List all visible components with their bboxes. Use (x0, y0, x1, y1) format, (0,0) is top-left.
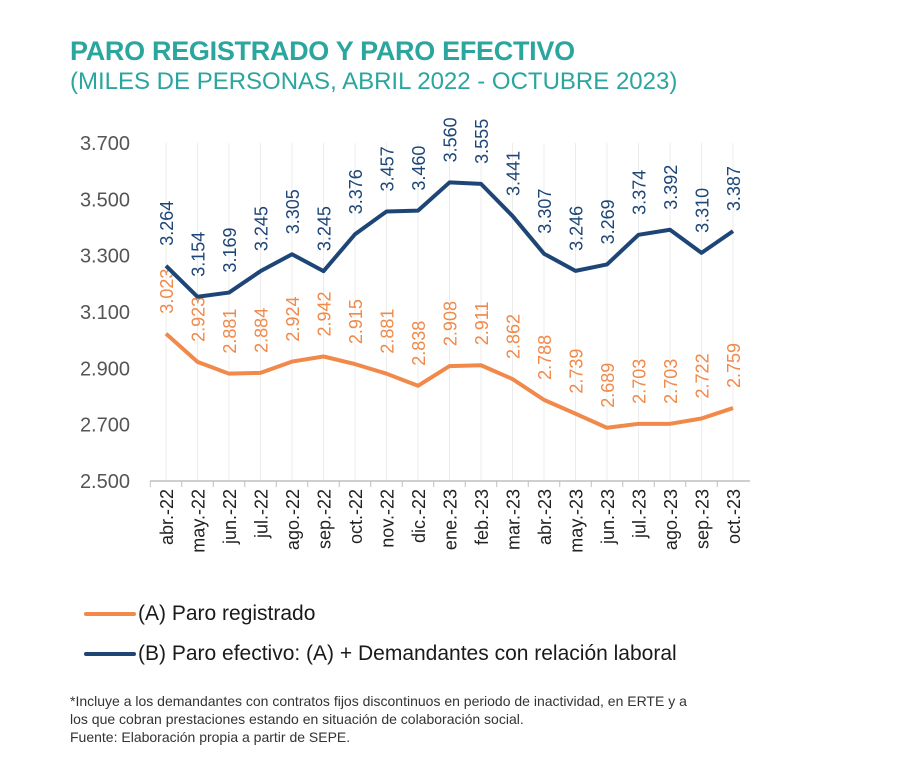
data-label: 3.245 (252, 206, 272, 251)
x-tick-label: abr.-22 (157, 489, 177, 545)
data-label: 2.703 (661, 359, 681, 404)
data-label: 2.915 (346, 299, 366, 344)
y-tick-label: 3.100 (80, 302, 130, 324)
x-tick-label: jul.-22 (252, 489, 272, 539)
y-tick-label: 2.500 (80, 471, 130, 493)
data-label: 3.387 (724, 166, 744, 211)
x-tick-label: jul.-23 (630, 489, 650, 539)
footnotes: *Incluye a los demandantes con contratos… (70, 692, 687, 746)
chart-title: PARO REGISTRADO Y PARO EFECTIVO (70, 36, 575, 66)
x-tick-label: mar.-23 (504, 489, 524, 550)
legend-item-registrado: (A) Paro registrado (84, 602, 315, 626)
footnote-line: *Incluye a los demandantes con contratos… (70, 693, 687, 709)
x-tick-label: may.-22 (189, 489, 209, 553)
x-tick-label: ene.-23 (441, 489, 461, 550)
data-label: 3.374 (630, 170, 650, 215)
x-tick-label: nov.-22 (378, 489, 398, 548)
x-tick-label: sep.-23 (693, 489, 713, 549)
data-label: 3.305 (283, 189, 303, 234)
y-tick-label: 2.700 (80, 415, 130, 437)
legend-item-efectivo: (B) Paro efectivo: (A) + Demandantes con… (84, 642, 677, 666)
data-label: 3.023 (157, 269, 177, 314)
data-label: 3.245 (315, 206, 335, 251)
y-tick-label: 3.700 (80, 133, 130, 155)
x-tick-label: oct.-23 (724, 489, 744, 544)
data-label: 3.555 (472, 119, 492, 164)
legend-swatch (84, 652, 136, 656)
data-label: 2.908 (441, 301, 461, 346)
data-label: 3.460 (409, 146, 429, 191)
data-label: 3.269 (598, 199, 618, 244)
data-label: 2.881 (378, 309, 398, 354)
x-tick-label: dic.-22 (409, 489, 429, 543)
data-label: 2.759 (724, 343, 744, 388)
legend-label: (A) Paro registrado (138, 602, 316, 625)
data-label: 2.739 (567, 349, 587, 394)
data-label: 3.457 (378, 146, 398, 191)
x-tick-label: jun.-22 (220, 489, 240, 545)
data-label: 3.264 (157, 201, 177, 246)
x-tick-label: jun.-23 (598, 489, 618, 545)
chart-subtitle: (MILES DE PERSONAS, ABRIL 2022 - OCTUBRE… (70, 68, 678, 95)
data-label: 3.376 (346, 169, 366, 214)
y-tick-label: 3.500 (80, 189, 130, 211)
y-tick-label: 3.300 (80, 246, 130, 268)
data-label: 3.560 (441, 117, 461, 162)
x-tick-label: may.-23 (567, 489, 587, 553)
data-label: 3.310 (693, 188, 713, 233)
x-tick-label: feb.-23 (472, 489, 492, 545)
data-label: 2.911 (472, 302, 492, 346)
data-label: 2.703 (630, 359, 650, 404)
data-label: 3.169 (220, 228, 240, 273)
data-label: 2.881 (220, 309, 240, 354)
data-label: 2.884 (252, 308, 272, 353)
x-tick-label: oct.-22 (346, 489, 366, 544)
x-tick-label: abr.-23 (535, 489, 555, 545)
x-tick-label: sep.-22 (315, 489, 335, 549)
y-tick-label: 2.900 (80, 358, 130, 380)
x-tick-label: ago.-23 (661, 489, 681, 550)
data-label: 2.722 (693, 353, 713, 398)
data-label: 3.392 (661, 165, 681, 210)
legend-swatch (84, 612, 136, 616)
data-label: 2.788 (535, 335, 555, 380)
legend-label: (B) Paro efectivo: (A) + Demandantes con… (138, 642, 677, 665)
footnote-line: Fuente: Elaboración propia a partir de S… (70, 729, 351, 745)
data-label: 2.924 (283, 297, 303, 342)
data-label: 3.154 (189, 232, 209, 277)
data-label: 3.441 (504, 151, 524, 196)
data-label: 3.307 (535, 189, 555, 234)
line-chart: 2.500 2.700 2.900 3.100 3.300 3.500 3.700 abr.-… (80, 117, 750, 553)
data-label: 2.862 (504, 314, 524, 359)
data-label: 3.246 (567, 206, 587, 251)
footnote-line: los que cobran prestaciones estando en s… (70, 711, 524, 727)
x-tick-label: ago.-22 (283, 489, 303, 550)
data-label: 2.923 (189, 297, 209, 342)
data-label: 2.838 (409, 321, 429, 366)
data-label: 2.689 (598, 363, 618, 408)
data-label: 2.942 (315, 291, 335, 336)
